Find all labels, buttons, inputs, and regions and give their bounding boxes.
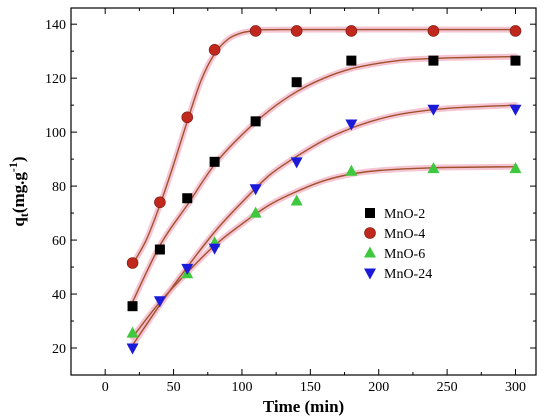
data-point-mno-4	[290, 25, 303, 37]
fit-halo-mno-6	[129, 163, 519, 341]
axis-ticks: 0 50 100 150 200 250 300 20 40 60 80 100 120 140	[45, 8, 536, 395]
data-point-mno-2	[182, 193, 193, 204]
data-point-mno-4	[154, 196, 166, 209]
data-point-mno-2	[209, 156, 220, 167]
fit-curve-mno-4	[131, 28, 516, 265]
x-tick-label: 200	[368, 380, 389, 395]
data-point-mno-24	[345, 119, 358, 131]
data-point-mno-4	[249, 25, 262, 37]
legend: MnO-2 MnO-4 MnO-6 MnO-24	[364, 207, 432, 282]
data-point-mno-2	[154, 244, 165, 255]
data-point-mno-2	[510, 55, 521, 66]
fit-curve-mno-2	[131, 55, 516, 303]
y-axis-label: qt(mg.g-1)	[6, 156, 31, 226]
y-tick-label: 100	[45, 126, 66, 141]
data-point-mno-6	[509, 162, 522, 174]
y-tick-label: 20	[52, 342, 66, 357]
legend-marker-mno-6	[364, 246, 376, 258]
data-point-mno-4	[509, 25, 522, 37]
y-tick-label: 40	[52, 288, 66, 303]
fit-halo-mno-24	[129, 102, 519, 349]
data-point-mno-6	[290, 194, 303, 206]
data-point-mno-2	[127, 301, 138, 312]
data-point-mno-4	[126, 257, 139, 269]
x-tick-label: 250	[437, 380, 458, 395]
data-point-mno-6	[126, 326, 139, 338]
legend-label-mno-2: MnO-2	[384, 207, 425, 222]
legend-label-mno-24: MnO-24	[384, 267, 432, 282]
y-axis-label-main: q	[9, 217, 28, 227]
y-tick-label: 60	[52, 234, 66, 249]
plot-frame	[70, 7, 537, 376]
y-tick-label: 140	[45, 18, 66, 33]
y-axis-label-close: )	[9, 156, 28, 162]
legend-marker-mno-2	[365, 208, 375, 218]
x-tick-label: 50	[167, 380, 181, 395]
data-point-mno-6	[345, 164, 358, 176]
y-axis-label-superscript: -1	[6, 162, 20, 172]
y-tick-label: 80	[52, 180, 66, 195]
data-point-mno-24	[153, 296, 166, 308]
x-tick-label: 150	[300, 380, 321, 395]
data-points	[126, 25, 522, 355]
x-tick-label: 0	[102, 380, 109, 395]
data-point-mno-24	[290, 157, 303, 169]
legend-label-mno-6: MnO-6	[384, 247, 425, 262]
y-tick-label: 120	[45, 72, 66, 87]
data-point-mno-24	[181, 263, 194, 275]
data-point-mno-4	[208, 44, 221, 56]
data-point-mno-2	[428, 55, 439, 66]
y-axis-label-subscript: t	[17, 213, 31, 217]
fit-curve-mno-6	[131, 166, 516, 338]
y-axis-label-units: (mg.g	[9, 172, 28, 214]
data-point-mno-24	[208, 243, 221, 255]
x-tick-label: 300	[505, 380, 526, 395]
data-point-mno-24	[126, 343, 139, 355]
data-point-mno-6	[249, 206, 262, 218]
data-point-mno-4	[427, 25, 440, 37]
legend-marker-mno-24	[364, 268, 376, 280]
data-point-mno-4	[345, 25, 358, 37]
data-point-mno-24	[249, 184, 262, 196]
data-point-mno-6	[427, 162, 440, 174]
legend-label-mno-4: MnO-4	[384, 227, 425, 242]
data-point-mno-2	[291, 77, 302, 88]
data-point-mno-24	[427, 104, 440, 116]
data-point-mno-4	[181, 111, 194, 124]
data-point-mno-24	[509, 104, 522, 116]
legend-marker-mno-4	[364, 227, 376, 239]
x-tick-label: 100	[231, 380, 252, 395]
data-point-mno-2	[250, 116, 261, 127]
data-point-mno-2	[346, 55, 357, 66]
fit-halo-mno-4	[129, 26, 519, 268]
x-axis-label: Time (min)	[263, 397, 344, 416]
fit-curve-halos	[129, 26, 519, 349]
